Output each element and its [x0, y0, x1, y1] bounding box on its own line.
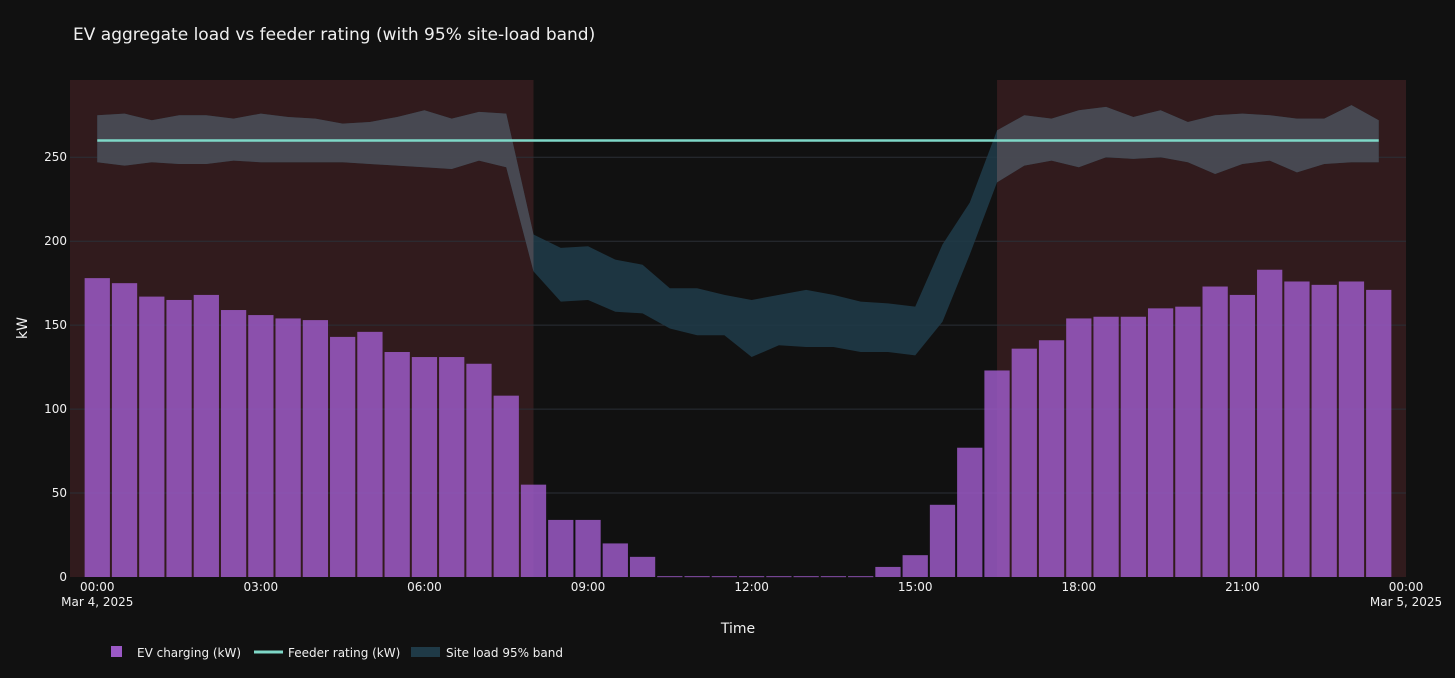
- site-load-band-area-shaded-2: [997, 105, 1379, 183]
- ev-bar[interactable]: [439, 357, 465, 577]
- ev-bar[interactable]: [166, 299, 192, 577]
- legend-item-feeder-rating[interactable]: Feeder rating (kW): [254, 646, 400, 660]
- legend: EV charging (kW) Feeder rating (kW) Site…: [111, 646, 563, 660]
- ev-bar[interactable]: [1147, 308, 1174, 577]
- ev-bar[interactable]: [1257, 269, 1283, 577]
- ev-bar[interactable]: [984, 370, 1010, 577]
- ev-bar[interactable]: [902, 555, 928, 577]
- ev-bar[interactable]: [384, 352, 410, 577]
- ev-bar[interactable]: [684, 576, 710, 578]
- x-tick-label: 09:00: [571, 580, 606, 594]
- ev-bar[interactable]: [520, 484, 547, 577]
- ev-bar[interactable]: [548, 519, 574, 577]
- legend-label-ev-charging: EV charging (kW): [137, 646, 241, 660]
- legend-swatch-bar: [111, 646, 122, 657]
- ev-bar[interactable]: [1311, 284, 1337, 577]
- ev-bar[interactable]: [1011, 348, 1037, 577]
- ev-bar[interactable]: [330, 336, 356, 577]
- x-tick-label: 15:00: [898, 580, 933, 594]
- y-tick-label: 200: [44, 234, 67, 248]
- y-tick-label: 50: [52, 486, 67, 500]
- x-tick-label: 00:00: [1389, 580, 1424, 594]
- ev-bar[interactable]: [1066, 318, 1092, 577]
- ev-bar[interactable]: [1120, 316, 1146, 577]
- ev-bar[interactable]: [411, 357, 438, 577]
- ev-bar[interactable]: [1366, 289, 1392, 577]
- x-tick-label: 12:00: [734, 580, 769, 594]
- ev-bar[interactable]: [493, 395, 519, 577]
- x-tick-label: 21:00: [1225, 580, 1260, 594]
- ev-bar[interactable]: [875, 566, 901, 577]
- legend-label-feeder-rating: Feeder rating (kW): [288, 646, 400, 660]
- ev-bar[interactable]: [629, 556, 656, 577]
- ev-bar[interactable]: [657, 576, 683, 578]
- ev-bar[interactable]: [575, 519, 601, 577]
- y-tick-label: 0: [59, 570, 67, 584]
- ev-bar[interactable]: [84, 278, 110, 577]
- site-load-band: [97, 105, 1379, 358]
- legend-swatch-band: [411, 647, 440, 657]
- y-axis-ticks: 0 50 100 150 200 250: [44, 150, 67, 584]
- x-tick-date-label: Mar 4, 2025: [61, 595, 133, 609]
- x-tick-date-label: Mar 5, 2025: [1370, 595, 1442, 609]
- ev-bar[interactable]: [357, 331, 383, 577]
- ev-bar[interactable]: [793, 576, 819, 578]
- legend-label-site-load-band: Site load 95% band: [446, 646, 563, 660]
- ev-bar[interactable]: [220, 310, 247, 577]
- x-tick-label: 00:00: [80, 580, 115, 594]
- x-tick-label: 18:00: [1062, 580, 1097, 594]
- y-tick-label: 150: [44, 318, 67, 332]
- ev-bar[interactable]: [1175, 306, 1201, 577]
- x-tick-label: 03:00: [244, 580, 279, 594]
- y-axis-title: kW: [15, 317, 31, 339]
- chart-title: EV aggregate load vs feeder rating (with…: [73, 25, 595, 45]
- ev-bar[interactable]: [302, 320, 329, 577]
- ev-bar[interactable]: [1202, 286, 1228, 577]
- ev-bar[interactable]: [957, 447, 983, 577]
- ev-bar[interactable]: [929, 504, 956, 577]
- ev-bar[interactable]: [111, 283, 138, 577]
- ev-bar[interactable]: [248, 315, 274, 577]
- legend-item-site-load-band[interactable]: Site load 95% band: [411, 646, 563, 660]
- legend-item-ev-charging[interactable]: EV charging (kW): [111, 646, 241, 660]
- ev-bar[interactable]: [766, 576, 792, 578]
- ev-bar[interactable]: [275, 318, 301, 577]
- ev-bar[interactable]: [139, 296, 165, 577]
- x-tick-label: 06:00: [407, 580, 442, 594]
- ev-bar[interactable]: [1338, 281, 1365, 577]
- ev-bar[interactable]: [602, 543, 628, 577]
- ev-bar[interactable]: [1038, 340, 1065, 577]
- x-axis-title: Time: [720, 621, 755, 637]
- y-tick-label: 100: [44, 402, 67, 416]
- ev-bar[interactable]: [193, 294, 219, 577]
- ev-charging-bars: [84, 269, 1392, 578]
- ev-bar[interactable]: [1229, 294, 1256, 577]
- ev-bar[interactable]: [848, 576, 874, 578]
- ev-bar[interactable]: [1093, 316, 1119, 577]
- ev-bar[interactable]: [466, 363, 492, 577]
- ev-bar[interactable]: [820, 576, 847, 578]
- ev-bar[interactable]: [739, 576, 765, 578]
- site-load-band-area-shaded-1: [97, 110, 534, 272]
- ev-bar[interactable]: [711, 576, 737, 578]
- y-tick-label: 250: [44, 150, 67, 164]
- ev-bar[interactable]: [1284, 281, 1310, 577]
